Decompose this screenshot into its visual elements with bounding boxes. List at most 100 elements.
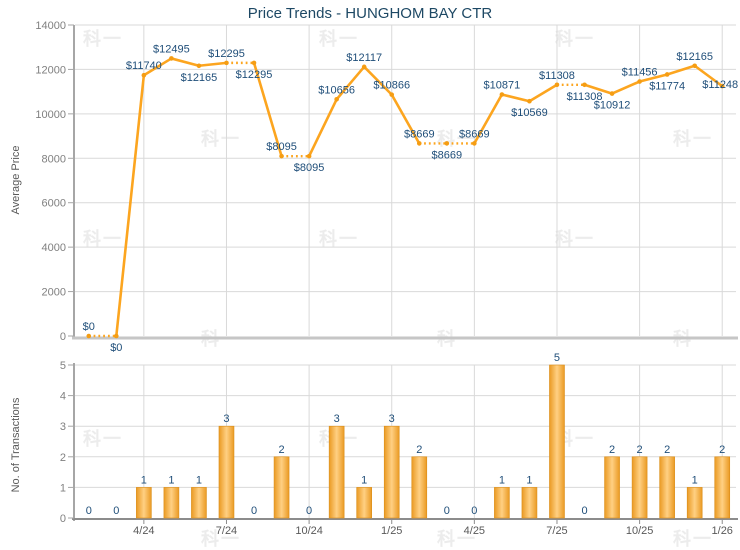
price-point-label: $8669 — [404, 128, 435, 140]
transactions-bar — [218, 425, 235, 519]
price-point-label: $12165 — [676, 51, 713, 63]
price-y-tick-label: 4000 — [42, 242, 66, 254]
price-line-segment — [528, 83, 559, 103]
price-line-segment — [307, 97, 338, 158]
price-point-label: $12165 — [181, 72, 218, 84]
price-point-label: $10871 — [484, 80, 521, 92]
price-y-tick-label: 12000 — [35, 64, 66, 76]
price-line-segment — [500, 93, 531, 103]
price-line-segment — [170, 57, 201, 68]
transactions-bar-label: 2 — [664, 444, 670, 456]
transactions-x-tick-label: 7/25 — [546, 525, 567, 537]
price-line-segment — [335, 65, 366, 101]
price-point-label: $8669 — [432, 149, 463, 161]
transactions-bar — [686, 487, 703, 519]
transactions-bar — [549, 364, 565, 519]
transactions-x-tick-label: 1/26 — [712, 525, 733, 537]
price-point-marker — [527, 98, 532, 104]
price-point-marker — [306, 153, 312, 159]
price-point-label: $12295 — [236, 69, 273, 81]
transactions-bar — [191, 487, 207, 519]
transactions-bar — [163, 487, 180, 519]
transactions-bar — [136, 487, 152, 519]
transactions-x-tick-label: 4/25 — [464, 525, 485, 537]
price-y-tick-label: 0 — [60, 331, 66, 343]
transactions-bar-label: 5 — [554, 352, 560, 364]
transactions-bar-label: 0 — [444, 505, 450, 517]
transactions-bar — [273, 456, 290, 519]
price-line-segment — [252, 61, 283, 158]
price-y-tick-label: 10000 — [35, 109, 66, 121]
price-line-segment — [583, 83, 614, 95]
transactions-bar — [521, 487, 538, 519]
price-line-segment — [610, 80, 641, 95]
price-point-label: $11308 — [539, 70, 575, 82]
price-point-marker — [389, 92, 395, 97]
price-point-marker — [472, 141, 477, 146]
price-point-marker — [637, 79, 642, 84]
transactions-x-tick-label: 10/24 — [295, 525, 323, 537]
transactions-bar-label: 0 — [113, 505, 119, 517]
price-point-label: $8669 — [459, 128, 490, 140]
transactions-bar-label: 0 — [306, 505, 312, 517]
transactions-bar — [659, 456, 675, 519]
transactions-bar-label: 3 — [389, 413, 395, 425]
price-point-label: $0 — [83, 321, 95, 333]
price-point-marker — [719, 83, 725, 89]
transactions-y-tick-label: 3 — [60, 421, 66, 433]
transactions-x-tick-label: 7/24 — [216, 525, 237, 537]
transactions-y-tick-label: 4 — [60, 391, 66, 403]
transactions-x-tick-label: 1/25 — [381, 525, 402, 537]
transactions-bar-label: 0 — [251, 505, 257, 517]
transactions-bar-label: 1 — [692, 474, 698, 486]
transactions-bar-label: 1 — [196, 474, 202, 486]
price-line-segment — [638, 73, 669, 83]
transactions-bar-label: 2 — [279, 444, 285, 456]
transactions-bar-label: 1 — [499, 474, 505, 486]
transactions-bar — [604, 456, 620, 519]
price-point-marker — [416, 141, 422, 146]
price-point-label: $10569 — [511, 107, 548, 119]
transactions-bar — [714, 456, 731, 519]
transactions-bar — [494, 487, 510, 519]
price-point-label: $11248 — [702, 79, 738, 91]
price-point-label: $11740 — [126, 60, 162, 72]
price-point-label: $12295 — [208, 48, 245, 60]
price-y-tick-label: 6000 — [42, 198, 66, 210]
price-point-marker — [692, 63, 697, 69]
transactions-y-tick-label: 1 — [60, 482, 66, 494]
price-point-marker — [224, 60, 229, 66]
transactions-bar-label: 2 — [609, 444, 615, 456]
price-point-label: $11774 — [649, 80, 685, 92]
price-point-marker — [582, 82, 587, 88]
price-y-tick-label: 14000 — [35, 20, 66, 32]
price-y-tick-label: 8000 — [42, 153, 66, 165]
price-point-marker — [499, 92, 505, 97]
price-line-segment — [473, 93, 504, 145]
transactions-bar-label: 2 — [416, 444, 422, 456]
price-point-marker — [251, 60, 257, 66]
price-point-label: $10912 — [594, 100, 631, 112]
transactions-y-tick-label: 2 — [60, 452, 66, 464]
chart-title: Price Trends - HUNGHOM BAY CTR — [247, 5, 493, 22]
price-point-label: $0 — [110, 342, 122, 354]
price-line-segment — [693, 64, 724, 88]
price-point-marker — [334, 96, 339, 102]
price-point-marker — [169, 56, 174, 61]
transactions-bar-label: 2 — [637, 444, 643, 456]
transactions-y-tick-label: 5 — [60, 360, 66, 372]
price-point-label: $11308 — [567, 91, 603, 103]
price-point-label: $10656 — [318, 84, 355, 96]
transactions-bar-label: 1 — [141, 474, 147, 486]
price-point-marker — [609, 91, 615, 96]
transactions-bar-label: 0 — [471, 505, 477, 517]
transactions-bar — [411, 456, 428, 519]
price-line-segment — [197, 61, 228, 68]
price-line-segment — [390, 93, 421, 145]
price-point-label: $12117 — [346, 52, 382, 64]
price-point-label: $11456 — [622, 67, 658, 79]
price-line-segment — [665, 64, 696, 76]
transactions-bar-label: 1 — [361, 474, 367, 486]
